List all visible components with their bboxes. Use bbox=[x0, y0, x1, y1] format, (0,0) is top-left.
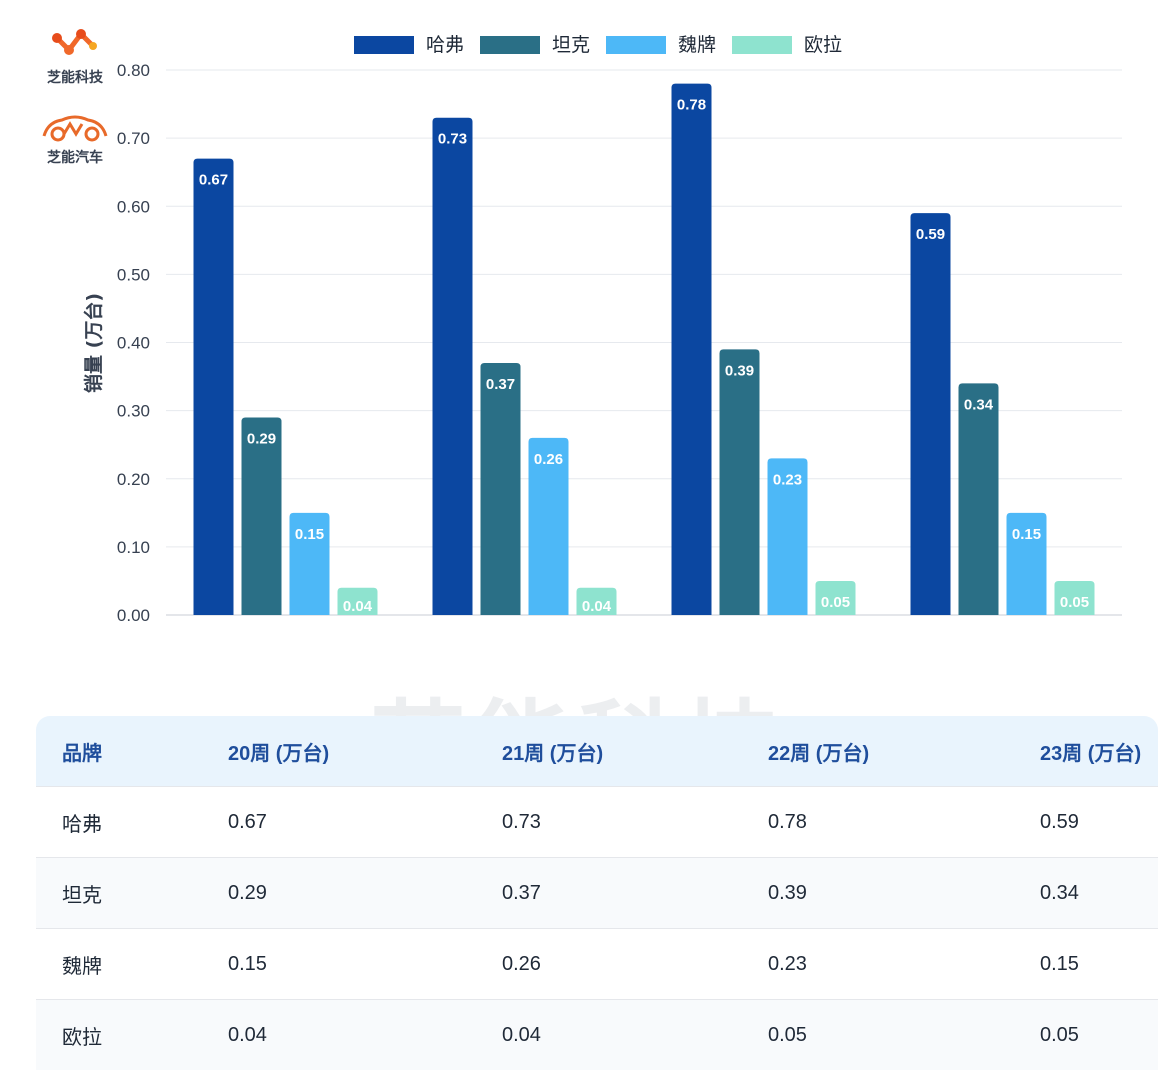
y-tick-label: 0.40 bbox=[117, 334, 150, 353]
y-tick-label: 0.10 bbox=[117, 538, 150, 557]
bar-value-label: 0.67 bbox=[199, 172, 228, 189]
y-tick-label: 0.80 bbox=[117, 61, 150, 80]
bar-欧拉 bbox=[815, 580, 856, 615]
table-row: 欧拉 0.04 0.04 0.05 0.05 bbox=[36, 999, 1158, 1070]
table-cell: 0.34 bbox=[1014, 857, 1158, 929]
bar-value-label: 0.34 bbox=[964, 396, 994, 413]
bar-魏牌 bbox=[289, 512, 330, 615]
bar-坦克 bbox=[480, 362, 521, 615]
legend-swatch bbox=[480, 36, 540, 54]
y-tick-label: 0.30 bbox=[117, 402, 150, 421]
table-cell: 0.23 bbox=[742, 928, 1014, 1000]
bar-value-label: 0.26 bbox=[534, 451, 563, 468]
table-cell: 0.73 bbox=[476, 786, 742, 858]
table-cell: 0.67 bbox=[202, 786, 476, 858]
legend-swatch bbox=[606, 36, 666, 54]
legend-swatch bbox=[732, 36, 792, 54]
table-cell: 0.04 bbox=[202, 999, 476, 1070]
y-tick-label: 0.00 bbox=[117, 606, 150, 625]
bar-欧拉 bbox=[576, 587, 617, 615]
bar-坦克 bbox=[241, 417, 282, 615]
table-cell: 0.37 bbox=[476, 857, 742, 929]
table-row: 坦克 0.29 0.37 0.39 0.34 bbox=[36, 857, 1158, 929]
bar-value-label: 0.04 bbox=[582, 598, 612, 615]
legend-label: 魏牌 bbox=[678, 34, 716, 56]
table-cell: 0.05 bbox=[742, 999, 1014, 1070]
table-row: 哈弗 0.67 0.73 0.78 0.59 bbox=[36, 786, 1158, 858]
molecule-logo-icon bbox=[52, 29, 97, 55]
bar-哈弗 bbox=[671, 83, 712, 615]
logo-zhineng-tech: 芝能科技 bbox=[40, 26, 110, 87]
legend-label: 哈弗 bbox=[426, 34, 464, 56]
bar-value-label: 0.59 bbox=[916, 226, 945, 243]
table-cell: 欧拉 bbox=[36, 999, 202, 1070]
bar-欧拉 bbox=[337, 587, 378, 615]
y-tick-label: 0.70 bbox=[117, 129, 150, 148]
table-cell: 0.15 bbox=[202, 928, 476, 1000]
y-tick-label: 0.60 bbox=[117, 197, 150, 216]
bar-欧拉 bbox=[1054, 580, 1095, 615]
table-cell: 0.26 bbox=[476, 928, 742, 1000]
header-week-20: 20周 (万台) bbox=[228, 742, 330, 765]
bar-魏牌 bbox=[1006, 512, 1047, 615]
bar-哈弗 bbox=[910, 213, 951, 615]
bar-坦克 bbox=[719, 349, 760, 615]
bar-哈弗 bbox=[193, 158, 234, 615]
legend-swatch bbox=[354, 36, 414, 54]
table-cell: 0.15 bbox=[1014, 928, 1158, 1000]
table-cell: 魏牌 bbox=[36, 928, 202, 1000]
table-cell: 0.04 bbox=[476, 999, 742, 1070]
logo-zhineng-auto: 芝能汽车 bbox=[40, 112, 110, 167]
bar-value-label: 0.05 bbox=[1060, 594, 1089, 611]
table-cell: 哈弗 bbox=[36, 786, 202, 858]
bar-value-label: 0.78 bbox=[677, 97, 706, 114]
table-cell: 坦克 bbox=[36, 857, 202, 929]
bar-value-label: 0.15 bbox=[295, 526, 324, 543]
bar-value-label: 0.04 bbox=[343, 598, 373, 615]
logo-tech-name: 芝能科技 bbox=[47, 69, 103, 85]
bar-哈弗 bbox=[432, 117, 473, 615]
legend-label: 欧拉 bbox=[804, 34, 842, 56]
bar-魏牌 bbox=[528, 437, 569, 615]
legend-label: 坦克 bbox=[552, 34, 590, 56]
car-logo-icon bbox=[42, 115, 108, 142]
bar-value-label: 0.29 bbox=[247, 430, 276, 447]
header-week-23: 23周 (万台) bbox=[1040, 742, 1142, 765]
sales-table: 品牌 20周 (万台) 21周 (万台) 22周 (万台) 23周 (万台) 哈… bbox=[36, 716, 1158, 1070]
table-cell: 0.78 bbox=[742, 786, 1014, 858]
table-cell: 0.05 bbox=[1014, 999, 1158, 1070]
bar-坦克 bbox=[958, 383, 999, 615]
table-row: 魏牌 0.15 0.26 0.23 0.15 bbox=[36, 928, 1158, 1000]
header-week-22: 22周 (万台) bbox=[768, 742, 870, 765]
y-tick-label: 0.50 bbox=[117, 265, 150, 284]
bar-value-label: 0.37 bbox=[486, 376, 515, 393]
bar-value-label: 0.15 bbox=[1012, 526, 1041, 543]
bar-value-label: 0.39 bbox=[725, 362, 754, 379]
table-cell: 0.29 bbox=[202, 857, 476, 929]
bar-value-label: 0.23 bbox=[773, 471, 802, 488]
header-brand: 品牌 bbox=[62, 742, 102, 765]
bar-chart: 0.00 0.10 0.20 0.30 0.40 0.50 0.60 0.70 0.80 销量 (… bbox=[82, 34, 1122, 625]
y-tick-label: 0.20 bbox=[117, 470, 150, 489]
header-week-21: 21周 (万台) bbox=[502, 742, 604, 765]
table-cell: 0.59 bbox=[1014, 786, 1158, 858]
bar-魏牌 bbox=[767, 458, 808, 615]
table-cell: 0.39 bbox=[742, 857, 1014, 929]
bar-value-label: 0.05 bbox=[821, 594, 850, 611]
logo-auto-name: 芝能汽车 bbox=[47, 149, 103, 165]
sales-table-card: 品牌 20周 (万台) 21周 (万台) 22周 (万台) 23周 (万台) 哈… bbox=[36, 716, 1158, 1072]
bar-value-label: 0.73 bbox=[438, 131, 467, 148]
table-header-row: 品牌 20周 (万台) 21周 (万台) 22周 (万台) 23周 (万台) bbox=[36, 716, 1158, 787]
chart-area: 0.00 0.10 0.20 0.30 0.40 0.50 0.60 0.70 0.80 销量 (… bbox=[82, 34, 1122, 625]
y-axis-label: 销量 (万台) bbox=[82, 293, 105, 393]
